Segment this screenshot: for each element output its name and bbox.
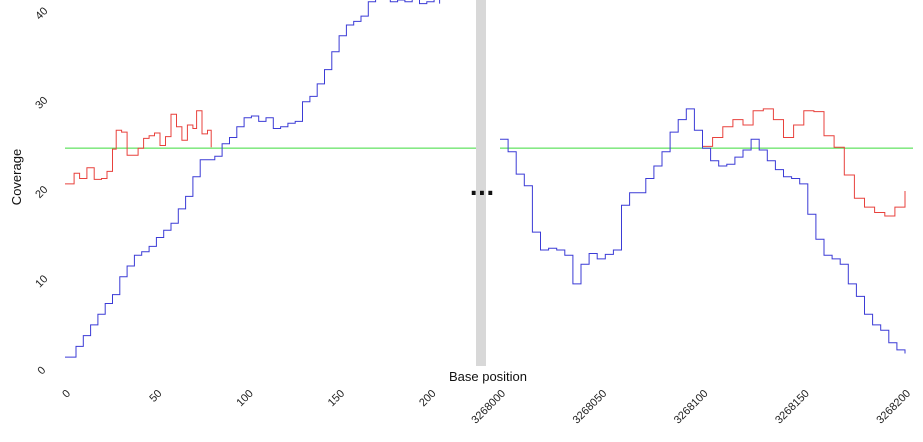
red-coverage-line — [702, 108, 906, 217]
x-axis-title: Base position — [449, 369, 527, 384]
break-separator — [476, 0, 486, 366]
axis-break-ellipsis: ... — [469, 176, 494, 201]
y-axis-title: Coverage — [9, 149, 24, 205]
x-tick-label: 200 — [417, 388, 438, 409]
x-tick-label: 3268100 — [672, 388, 711, 427]
blue-coverage-line — [65, 0, 441, 358]
series-lines — [65, 0, 913, 358]
red-coverage-line — [65, 110, 212, 185]
x-tick-label: 3268150 — [773, 388, 812, 427]
blue-coverage-line — [500, 108, 906, 354]
x-tick-label: 3268000 — [469, 388, 508, 427]
y-tick-label: 10 — [33, 273, 50, 290]
x-tick-label: 100 — [234, 388, 255, 409]
x-tick-label: 50 — [147, 388, 164, 405]
x-tick-label: 3268050 — [571, 388, 610, 427]
x-axis-ticks: 0 50 100 150 200 3268000 3268050 3268100 3268150… — [60, 388, 913, 427]
y-tick-label: 40 — [33, 5, 50, 22]
y-tick-label: 20 — [33, 184, 50, 201]
x-tick-label: 3268200 — [874, 388, 913, 427]
y-axis-ticks: 0 10 20 30 40 — [33, 5, 50, 377]
y-tick-label: 0 — [35, 364, 48, 377]
x-tick-label: 150 — [326, 388, 347, 409]
y-tick-label: 30 — [33, 95, 50, 112]
x-tick-label: 0 — [60, 388, 73, 401]
